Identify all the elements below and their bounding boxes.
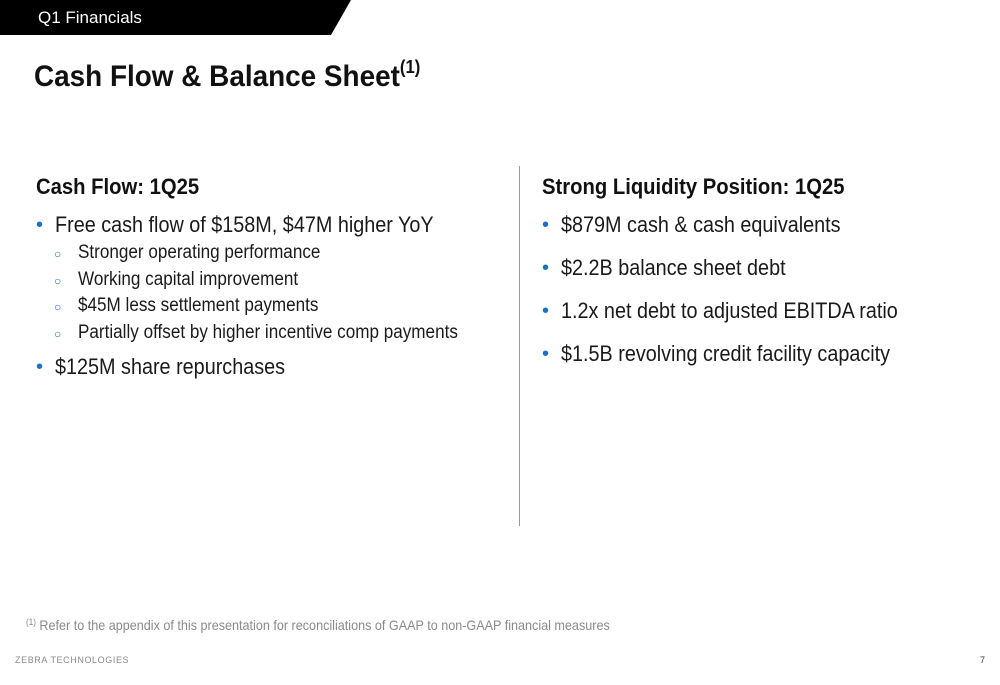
page-number: 7 — [979, 655, 985, 665]
bullet-icon: • — [36, 214, 44, 236]
hollow-circle-bullet-icon: ○ — [54, 247, 62, 261]
cash-flow-column: Cash Flow: 1Q25 • Free cash flow of $158… — [36, 172, 506, 382]
company-name: ZEBRA TECHNOLOGIES — [15, 655, 130, 665]
section-tab — [0, 0, 351, 35]
page-title: Cash Flow & Balance Sheet(1) — [34, 58, 420, 96]
sub-list-item-text: Partially offset by higher incentive com… — [78, 321, 458, 343]
list-item: • $1.5B revolving credit facility capaci… — [542, 339, 982, 369]
list-item-text: $1.5B revolving credit facility capacity — [561, 341, 891, 366]
liquidity-column: Strong Liquidity Position: 1Q25 • $879M … — [542, 172, 982, 382]
footnote-marker: (1) — [26, 617, 36, 627]
list-item-text: $2.2B balance sheet debt — [561, 255, 786, 280]
sub-list-item-text: Working capital improvement — [78, 268, 299, 290]
list-item: • Free cash flow of $158M, $47M higher Y… — [36, 210, 506, 240]
bullet-icon: • — [36, 356, 44, 378]
section-tab-label: Q1 Financials — [38, 8, 142, 27]
bullet-icon: • — [542, 214, 550, 236]
bullet-icon: • — [542, 257, 550, 279]
sub-list-item: ○ Stronger operating performance — [36, 240, 506, 267]
list-item: • $125M share repurchases — [36, 352, 506, 382]
bullet-icon: • — [542, 343, 550, 365]
list-item-text: $879M cash & cash equivalents — [561, 212, 841, 237]
column-divider — [519, 166, 520, 526]
page-title-footnote-marker: (1) — [399, 57, 421, 77]
footnote-text: Refer to the appendix of this presentati… — [39, 617, 610, 633]
list-item: • 1.2x net debt to adjusted EBITDA ratio — [542, 296, 982, 326]
footnote: (1) Refer to the appendix of this presen… — [26, 613, 610, 634]
page-title-text: Cash Flow & Balance Sheet — [34, 60, 400, 93]
bullet-icon: • — [542, 300, 550, 322]
list-item: • $2.2B balance sheet debt — [542, 253, 982, 283]
cash-flow-heading: Cash Flow: 1Q25 — [36, 174, 200, 199]
sub-list: ○ Stronger operating performance ○ Worki… — [36, 240, 506, 346]
hollow-circle-bullet-icon: ○ — [54, 300, 62, 314]
list-item-text: 1.2x net debt to adjusted EBITDA ratio — [561, 298, 898, 323]
sub-list-item: ○ Working capital improvement — [36, 267, 506, 294]
hollow-circle-bullet-icon: ○ — [54, 326, 62, 341]
liquidity-heading: Strong Liquidity Position: 1Q25 — [542, 174, 845, 199]
sub-list-item: ○ Partially offset by higher incentive c… — [36, 320, 506, 347]
sub-list-item-text: $45M less settlement payments — [78, 295, 319, 316]
list-item-text: $125M share repurchases — [55, 354, 286, 379]
sub-list-item: ○ $45M less settlement payments — [36, 293, 506, 320]
sub-list-item-text: Stronger operating performance — [78, 242, 321, 263]
hollow-circle-bullet-icon: ○ — [54, 273, 62, 288]
list-item: • $879M cash & cash equivalents — [542, 210, 982, 240]
list-item-text: Free cash flow of $158M, $47M higher YoY — [55, 212, 434, 237]
